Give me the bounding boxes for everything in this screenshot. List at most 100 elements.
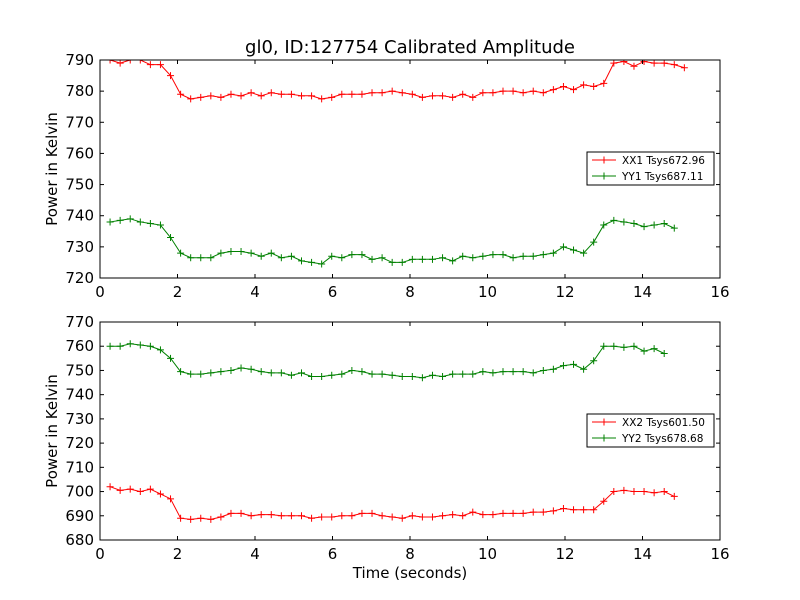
data-point — [287, 371, 295, 379]
data-point — [559, 505, 567, 513]
legend-label: YY2 Tsys678.68 — [621, 433, 703, 445]
data-point — [489, 369, 497, 377]
legend: XX2 Tsys601.50 YY2 Tsys678.68 — [586, 413, 715, 448]
data-point — [590, 82, 598, 90]
x-tick-label: 16 — [710, 283, 729, 301]
legend: XX1 Tsys672.96 YY1 Tsys687.11 — [586, 151, 715, 186]
y-tick-label: 750 — [65, 176, 94, 194]
data-point — [136, 60, 144, 64]
data-point — [267, 369, 275, 377]
data-point — [217, 513, 225, 521]
data-point — [348, 512, 356, 520]
data-point — [378, 254, 386, 262]
data-point — [368, 89, 376, 97]
y-tick-label: 740 — [65, 386, 94, 404]
data-point — [338, 370, 346, 378]
y-tick-label: 790 — [65, 51, 94, 69]
data-point — [489, 251, 497, 259]
data-point — [408, 255, 416, 263]
y-tick-label: 720 — [65, 434, 94, 452]
data-point — [499, 509, 507, 517]
data-point — [328, 93, 336, 101]
data-point — [559, 362, 567, 370]
data-point — [549, 86, 557, 94]
data-point — [187, 515, 195, 523]
data-point — [187, 370, 195, 378]
data-point — [277, 369, 285, 377]
series-2-group — [106, 215, 678, 268]
data-point — [247, 512, 255, 520]
data-point — [116, 342, 124, 350]
data-point — [650, 345, 658, 353]
data-point — [247, 249, 255, 257]
data-point — [217, 368, 225, 376]
data-point — [136, 218, 144, 226]
series-1-group — [106, 483, 678, 523]
data-point — [368, 255, 376, 263]
x-axis-label: Time (seconds) — [352, 564, 468, 582]
data-point — [247, 89, 255, 97]
data-point — [590, 238, 598, 246]
data-point — [116, 486, 124, 494]
data-point — [298, 512, 305, 520]
data-point — [287, 252, 295, 260]
data-point — [580, 506, 588, 514]
data-point — [126, 215, 134, 223]
series-1-group — [106, 60, 688, 103]
data-point — [610, 216, 618, 224]
data-point — [539, 251, 547, 259]
data-point — [338, 254, 346, 262]
data-point — [247, 365, 255, 373]
data-point — [499, 87, 507, 95]
data-point — [519, 252, 527, 260]
data-point — [559, 243, 567, 251]
data-point — [509, 368, 517, 376]
legend-box — [586, 413, 715, 448]
data-point — [449, 370, 457, 378]
data-point — [630, 62, 638, 70]
y-tick-label: 720 — [65, 269, 94, 287]
data-point — [418, 513, 426, 521]
data-point — [449, 257, 457, 265]
data-point — [519, 509, 527, 517]
data-point — [106, 218, 114, 226]
data-point — [257, 252, 265, 260]
y-tick-label: 760 — [65, 337, 94, 355]
data-point — [106, 60, 114, 64]
data-point — [308, 373, 316, 380]
legend-marker — [600, 418, 608, 426]
data-point — [620, 486, 628, 494]
x-tick-label: 6 — [328, 283, 338, 301]
data-point — [539, 366, 547, 374]
data-point — [298, 369, 305, 377]
data-point — [489, 89, 497, 97]
data-point — [136, 488, 144, 496]
data-point — [328, 513, 336, 521]
data-point — [257, 92, 265, 100]
data-point — [217, 93, 225, 101]
data-point — [620, 218, 628, 226]
data-point — [519, 89, 527, 97]
data-point — [570, 86, 578, 94]
x-tick-label: 16 — [710, 545, 729, 563]
data-point — [167, 354, 175, 362]
x-tick-label: 10 — [478, 545, 497, 563]
data-point — [459, 512, 467, 520]
data-point — [358, 90, 366, 98]
data-point — [428, 255, 436, 263]
data-point — [167, 72, 175, 80]
series-2-group — [106, 340, 668, 382]
data-point — [499, 368, 507, 376]
data-point — [570, 360, 578, 368]
data-point — [146, 485, 154, 493]
data-point — [670, 492, 678, 500]
x-tick-label: 4 — [250, 545, 260, 563]
data-point — [156, 61, 164, 69]
x-tick-label: 0 — [95, 545, 105, 563]
data-point — [348, 251, 356, 259]
data-point — [529, 508, 537, 516]
data-point — [177, 249, 185, 257]
data-point — [106, 483, 114, 491]
data-point — [570, 506, 578, 514]
